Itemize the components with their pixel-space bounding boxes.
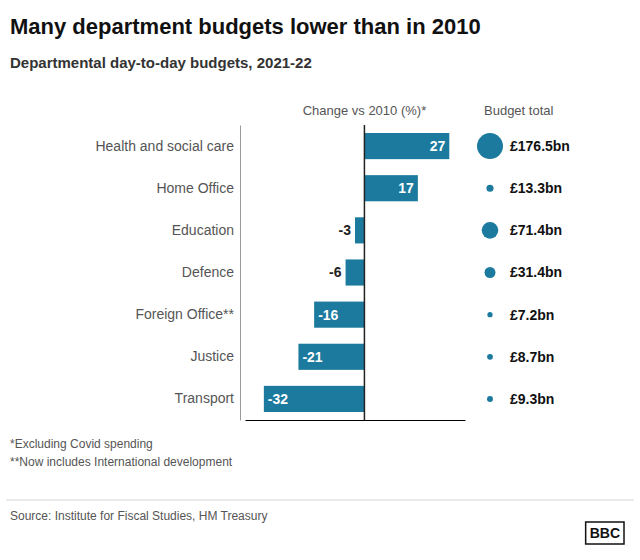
y-tick: Defence xyxy=(182,264,234,280)
bar xyxy=(264,386,365,412)
bars xyxy=(264,133,449,412)
footnote: *Excluding Covid spending xyxy=(10,437,153,451)
category-label: Justice xyxy=(190,348,234,364)
logo-box xyxy=(586,522,624,544)
y-axis: Health and social care Home Office Educati… xyxy=(95,126,240,421)
budget-dot xyxy=(477,133,503,159)
y-tick: Foreign Office** xyxy=(135,306,234,322)
chart: Many department budgets lower than in 20… xyxy=(0,0,640,560)
y-tick: Home Office xyxy=(156,180,234,196)
x-axis-title: Change vs 2010 (%)* xyxy=(303,103,427,118)
bar xyxy=(314,302,364,328)
category-label: Defence xyxy=(182,264,234,280)
budget-dot xyxy=(482,222,499,239)
logo: BBC xyxy=(586,522,624,544)
subtitle: Departmental day-to-day budgets, 2021-22 xyxy=(10,54,312,71)
y-tick: Transport xyxy=(175,390,235,406)
budget-dot xyxy=(487,354,493,360)
budget-label: £176.5bn xyxy=(510,138,570,154)
y-tick: Health and social care xyxy=(95,138,234,154)
title: Many department budgets lower than in 20… xyxy=(10,14,481,39)
data-labels: 27 17 -3 -6 -16 -21 -32 xyxy=(268,138,446,407)
data-label: -16 xyxy=(318,307,338,323)
budget-label: £8.7bn xyxy=(510,349,554,365)
category-label: Foreign Office** xyxy=(135,306,234,322)
category-label: Transport xyxy=(175,390,235,406)
footnote: **Now includes International development xyxy=(10,455,233,469)
bar xyxy=(298,344,364,370)
category-label: Education xyxy=(172,222,234,238)
budget-label: £71.4bn xyxy=(510,222,562,238)
data-label: -6 xyxy=(329,264,342,280)
budget-dot xyxy=(487,396,493,402)
category-label: Health and social care xyxy=(95,138,234,154)
category-label: Home Office xyxy=(156,180,234,196)
budget-label: £7.2bn xyxy=(510,307,554,323)
bar xyxy=(364,175,417,201)
logo-text: BBC xyxy=(590,525,620,541)
source: Source: Institute for Fiscal Studies, HM… xyxy=(10,509,267,523)
budget-dot xyxy=(487,312,492,317)
data-label: 27 xyxy=(430,138,446,154)
data-label: 17 xyxy=(398,180,414,196)
y-tick: Education xyxy=(172,222,234,238)
data-label: -3 xyxy=(339,222,352,238)
budget-label: £31.4bn xyxy=(510,264,562,280)
data-label: -21 xyxy=(302,349,322,365)
bar xyxy=(364,133,449,159)
data-label: -32 xyxy=(268,391,288,407)
zero-line xyxy=(364,125,366,420)
separator xyxy=(6,500,634,501)
x-axis-line xyxy=(246,420,466,421)
bar xyxy=(346,259,365,285)
x-axis xyxy=(246,420,466,421)
budget-label: £9.3bn xyxy=(510,391,554,407)
y-tick: Justice xyxy=(190,348,234,364)
budget-header: Budget total xyxy=(484,103,553,118)
bar xyxy=(355,217,364,243)
y-axis-line xyxy=(240,126,241,421)
budget-column: Budget total £176.5bn £13.3bn £71.4bn £31.4b… xyxy=(477,103,570,407)
budget-dot xyxy=(485,267,496,278)
budget-label: £13.3bn xyxy=(510,180,562,196)
budget-dot xyxy=(486,185,493,192)
